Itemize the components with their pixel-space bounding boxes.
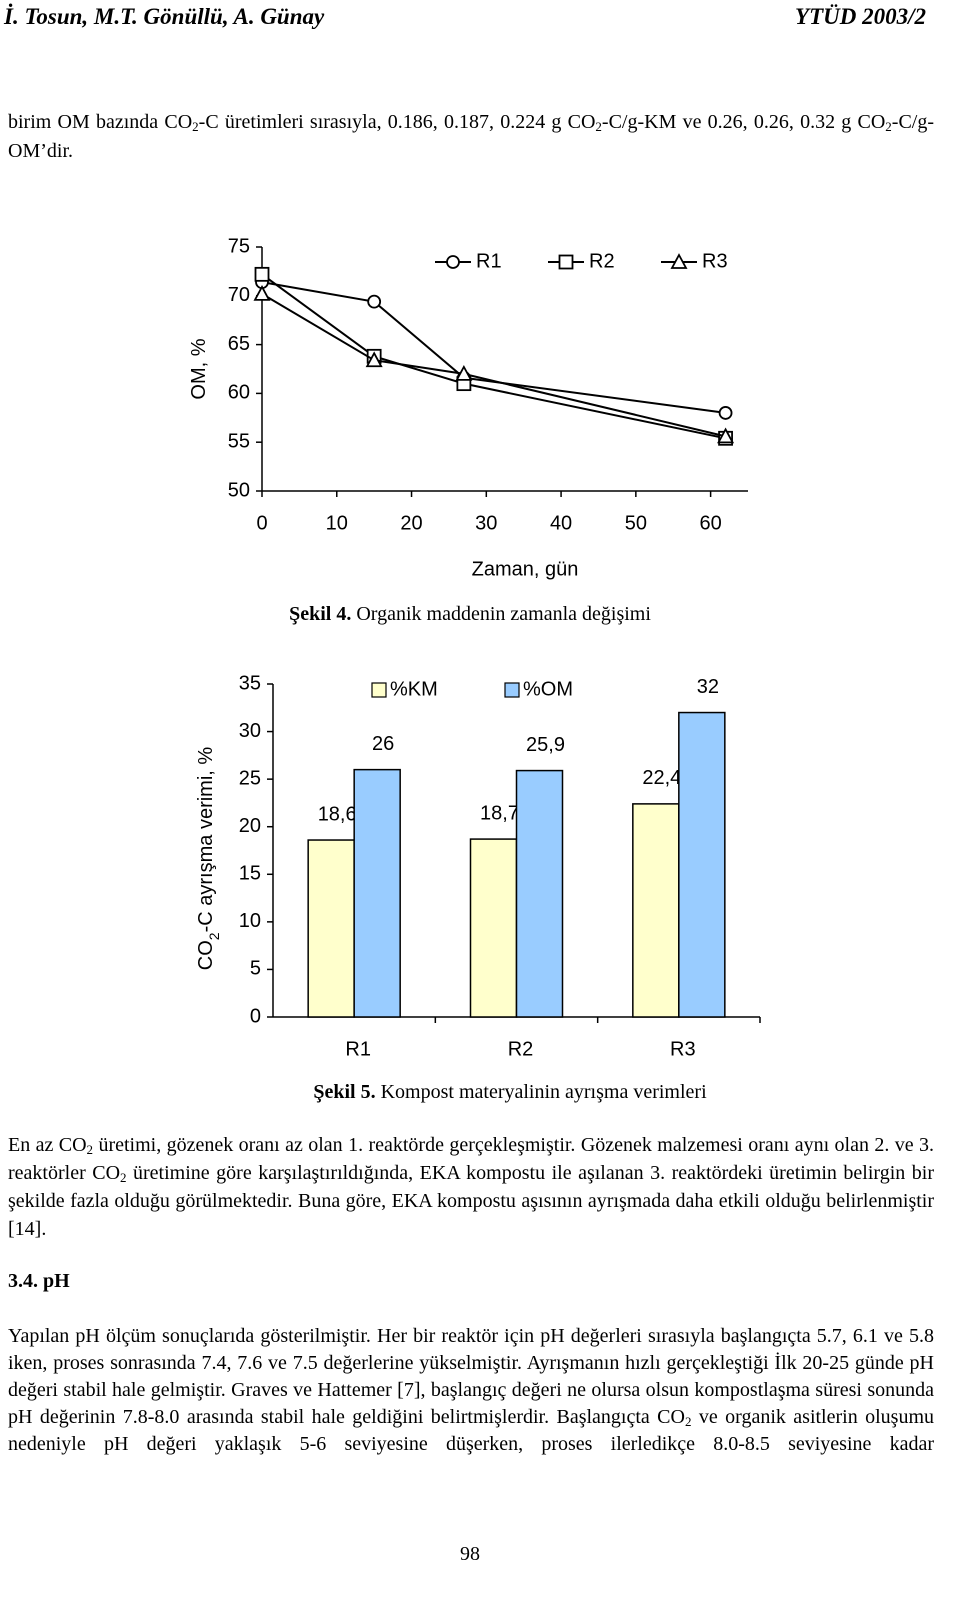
bar xyxy=(469,838,518,1018)
x-tick-label: R3 xyxy=(670,1038,696,1060)
x-tick-label: R1 xyxy=(345,1038,371,1060)
value-label: 32 xyxy=(697,676,719,698)
y-axis-label: OM, % xyxy=(188,338,210,399)
marker xyxy=(718,406,733,420)
value-label: 25,9 xyxy=(526,734,565,756)
marker xyxy=(717,427,735,444)
subscript: 2 xyxy=(206,932,222,940)
y-tick-label: 70 xyxy=(228,284,250,306)
text-run: üretimine göre karşılaştırıldığında, EKA… xyxy=(8,1162,934,1240)
figure-caption: Şekil 5. Kompost materyalinin ayrışma ve… xyxy=(313,1081,707,1103)
x-tick-label: R2 xyxy=(508,1038,534,1060)
value-label: 18,6 xyxy=(318,803,357,825)
x-tick-label: 30 xyxy=(475,512,497,534)
marker xyxy=(367,294,382,309)
caption-text: Organik maddenin zamanla değişimi xyxy=(356,603,651,625)
value-label: 18,7 xyxy=(480,802,519,824)
x-tick-label: 0 xyxy=(256,512,267,534)
bar xyxy=(307,839,355,1018)
text-run: CO xyxy=(195,940,217,970)
legend-swatch xyxy=(371,682,387,698)
text-run: En az CO xyxy=(8,1134,87,1156)
y-tick-label: 0 xyxy=(250,1005,261,1027)
value-label: 26 xyxy=(372,733,394,755)
y-tick-label: 30 xyxy=(239,720,261,742)
paragraph: Yapılan pH ölçüm sonuçlarıda gösterilmiş… xyxy=(8,1323,934,1458)
x-tick-label: 50 xyxy=(625,512,647,534)
y-tick-label: 60 xyxy=(228,382,250,404)
value-label: 22,4 xyxy=(642,767,681,789)
y-tick-label: 55 xyxy=(228,430,250,452)
data-line xyxy=(261,273,726,440)
y-tick-label: 25 xyxy=(239,767,261,789)
figure-caption: Şekil 4. Organik maddenin zamanla değişi… xyxy=(289,603,651,625)
y-tick-label: 15 xyxy=(239,863,261,885)
text-run: birim OM bazında CO xyxy=(8,111,193,133)
legend-label: R2 xyxy=(589,250,615,272)
legend-label: %KM xyxy=(390,678,438,700)
legend-label: R3 xyxy=(702,250,728,272)
y-tick-label: 20 xyxy=(239,815,261,837)
caption-text: Kompost materyalinin ayrışma verimleri xyxy=(381,1081,707,1103)
y-tick-label: 35 xyxy=(239,672,261,694)
y-tick-label: 10 xyxy=(239,910,261,932)
x-axis-label: Zaman, gün xyxy=(472,558,579,580)
marker xyxy=(558,254,574,270)
marker xyxy=(455,364,473,381)
y-axis-label: CO2-C ayrışma verimi, % xyxy=(195,747,221,971)
x-tick-label: 20 xyxy=(400,512,422,534)
subscript: 2 xyxy=(192,119,199,134)
legend-label: R1 xyxy=(476,250,502,272)
x-tick-label: 10 xyxy=(326,512,348,534)
bar xyxy=(678,711,726,1018)
section-heading: 3.4. pH xyxy=(8,1270,70,1292)
y-tick-label: 75 xyxy=(228,235,250,257)
subscript: 2 xyxy=(120,1170,127,1185)
data-line xyxy=(261,281,726,414)
y-tick-label: 50 xyxy=(228,479,250,501)
subscript: 2 xyxy=(885,119,892,134)
y-tick-label: 5 xyxy=(250,958,261,980)
legend-label: %OM xyxy=(523,678,573,700)
marker xyxy=(365,351,383,368)
marker xyxy=(254,266,270,282)
text-run: -C/g-OM’dir. xyxy=(8,111,934,162)
marker xyxy=(446,255,460,269)
x-tick-label: 60 xyxy=(699,512,721,534)
text-run: üretimi, gözenek oranı az olan 1. reaktö… xyxy=(8,1134,934,1184)
bar xyxy=(515,769,564,1018)
marker xyxy=(670,253,688,269)
data-line xyxy=(261,292,726,438)
x-tick-label: 40 xyxy=(550,512,572,534)
text-run: -C/g-KM ve 0.26, 0.26, 0.32 g CO xyxy=(601,111,886,133)
bar xyxy=(632,803,680,1018)
legend-swatch xyxy=(504,682,520,698)
subscript: 2 xyxy=(595,119,602,134)
text-run: OM, % xyxy=(188,338,210,399)
subscript: 2 xyxy=(684,1414,692,1429)
bar xyxy=(353,768,401,1018)
subscript: 2 xyxy=(86,1142,94,1157)
page-number: 98 xyxy=(460,1543,480,1565)
caption-label: Şekil 5. xyxy=(313,1081,375,1103)
text-run: -C ayrışma verimi, % xyxy=(195,747,217,933)
header-journal: YTÜD 2003/2 xyxy=(795,4,926,29)
header-authors: İ. Tosun, M.T. Gönüllü, A. Günay xyxy=(4,4,325,29)
paragraph: birim OM bazında CO2-C üretimleri sırası… xyxy=(8,108,934,166)
caption-label: Şekil 4. xyxy=(289,603,351,625)
text-run: Yapılan pH ölçüm sonuçlarıda gösterilmiş… xyxy=(8,1325,934,1428)
text-run: ve organik asitlerin oluşumu nedeniyle p… xyxy=(8,1406,935,1455)
paragraph: En az CO2 üretimi, gözenek oranı az olan… xyxy=(8,1131,934,1243)
y-tick-label: 65 xyxy=(228,333,250,355)
marker xyxy=(253,284,271,301)
text-run: -C üretimleri sırasıyla, 0.186, 0.187, 0… xyxy=(198,111,596,133)
